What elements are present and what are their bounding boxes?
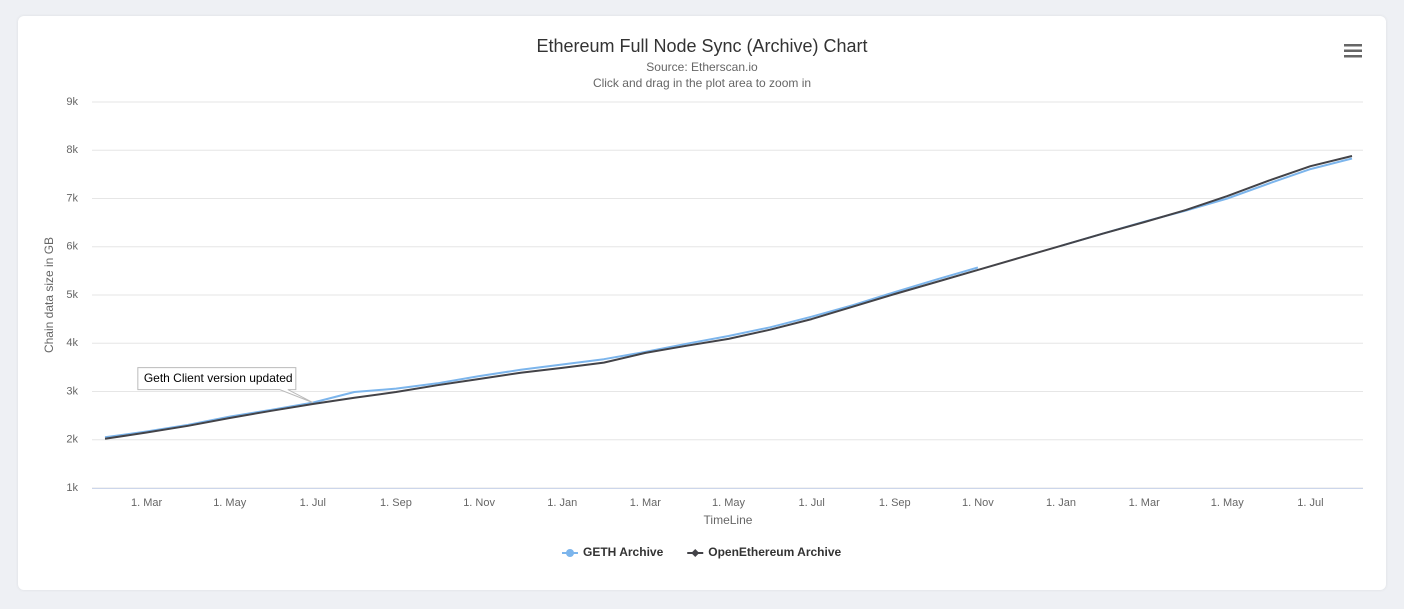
y-tick-label: 4k (66, 337, 78, 349)
x-tick-label: 1. Nov (463, 497, 495, 509)
legend-marker (691, 549, 700, 557)
x-tick-label: 1. Mar (1129, 497, 1161, 509)
menu-bar (1344, 55, 1362, 58)
chart-subtitle: Source: Etherscan.io (646, 60, 758, 74)
annotation-box (137, 367, 314, 404)
y-axis-title: Chain data size in GB (42, 237, 56, 353)
legend-label[interactable]: OpenEthereum Archive (708, 545, 841, 559)
x-tick-label: 1. Jan (547, 497, 577, 509)
menu-button[interactable] (1338, 38, 1366, 64)
series-line (104, 155, 1353, 440)
chart-card (18, 16, 1386, 590)
chart-subtitle: Click and drag in the plot area to zoom … (593, 76, 811, 90)
legend: GETH Archive OpenEthereum Archive (562, 545, 842, 559)
x-tick-label: 1. Jul (300, 497, 326, 509)
x-tick-label: 1. May (1211, 497, 1245, 509)
legend-marker (566, 549, 574, 557)
y-tick-label: 9k (66, 96, 78, 108)
y-tick-label: 3k (66, 385, 78, 397)
y-tick-label: 2k (66, 434, 78, 446)
legend-label[interactable]: GETH Archive (583, 545, 664, 559)
y-tick-label: 1k (66, 482, 78, 494)
x-tick-label: 1. Jul (798, 497, 824, 509)
x-tick-label: 1. May (712, 497, 746, 509)
menu-bar (1344, 44, 1362, 47)
x-tick-label: 1. Jan (1046, 497, 1076, 509)
x-axis-title: TimeLine (704, 513, 753, 527)
y-tick-label: 7k (66, 192, 78, 204)
chart-title: Ethereum Full Node Sync (Archive) Chart (536, 36, 867, 56)
x-tick-label: 1. Jul (1297, 497, 1323, 509)
x-tick-label: 1. Mar (131, 497, 163, 509)
x-tick-label: 1. May (213, 497, 247, 509)
menu-bar (1344, 49, 1362, 52)
x-tick-label: 1. Mar (630, 497, 662, 509)
annotation-text: Geth Client version updated (144, 371, 293, 385)
y-tick-label: 5k (66, 289, 78, 301)
y-tick-label: 6k (66, 241, 78, 253)
x-tick-label: 1. Sep (879, 497, 911, 509)
series-line (104, 157, 1353, 439)
x-tick-label: 1. Nov (962, 497, 994, 509)
y-tick-label: 8k (66, 144, 78, 156)
x-tick-label: 1. Sep (380, 497, 412, 509)
